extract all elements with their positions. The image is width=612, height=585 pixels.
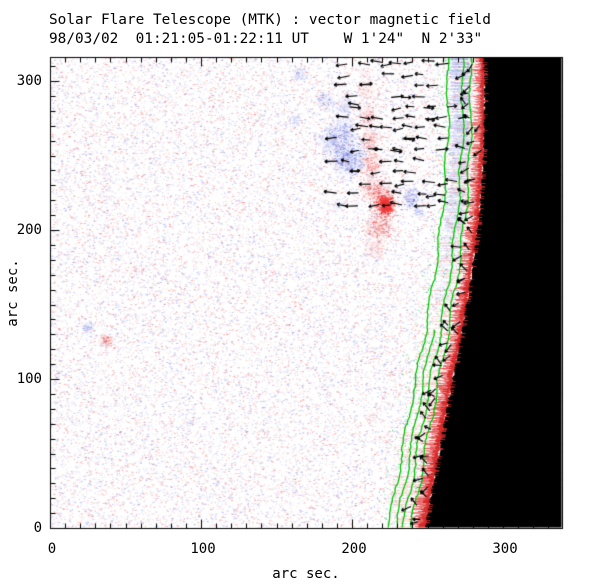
x-axis-label: arc sec.	[272, 566, 340, 582]
y-tick-label: 0	[33, 520, 42, 536]
y-tick-label: 300	[16, 73, 42, 89]
x-tick-label: 100	[190, 541, 216, 557]
y-axis-label: arc sec.	[5, 259, 21, 327]
x-tick-label: 200	[341, 541, 367, 557]
y-tick-label: 200	[16, 222, 42, 238]
y-tick-label: 100	[16, 371, 42, 387]
x-tick-label: 300	[492, 541, 518, 557]
plot-title: Solar Flare Telescope (MTK) : vector mag…	[49, 12, 491, 28]
x-tick-label: 0	[47, 541, 57, 557]
plot-subtitle: 98/03/02 01:21:05-01:22:11 UT W 1'24" N …	[49, 31, 483, 47]
